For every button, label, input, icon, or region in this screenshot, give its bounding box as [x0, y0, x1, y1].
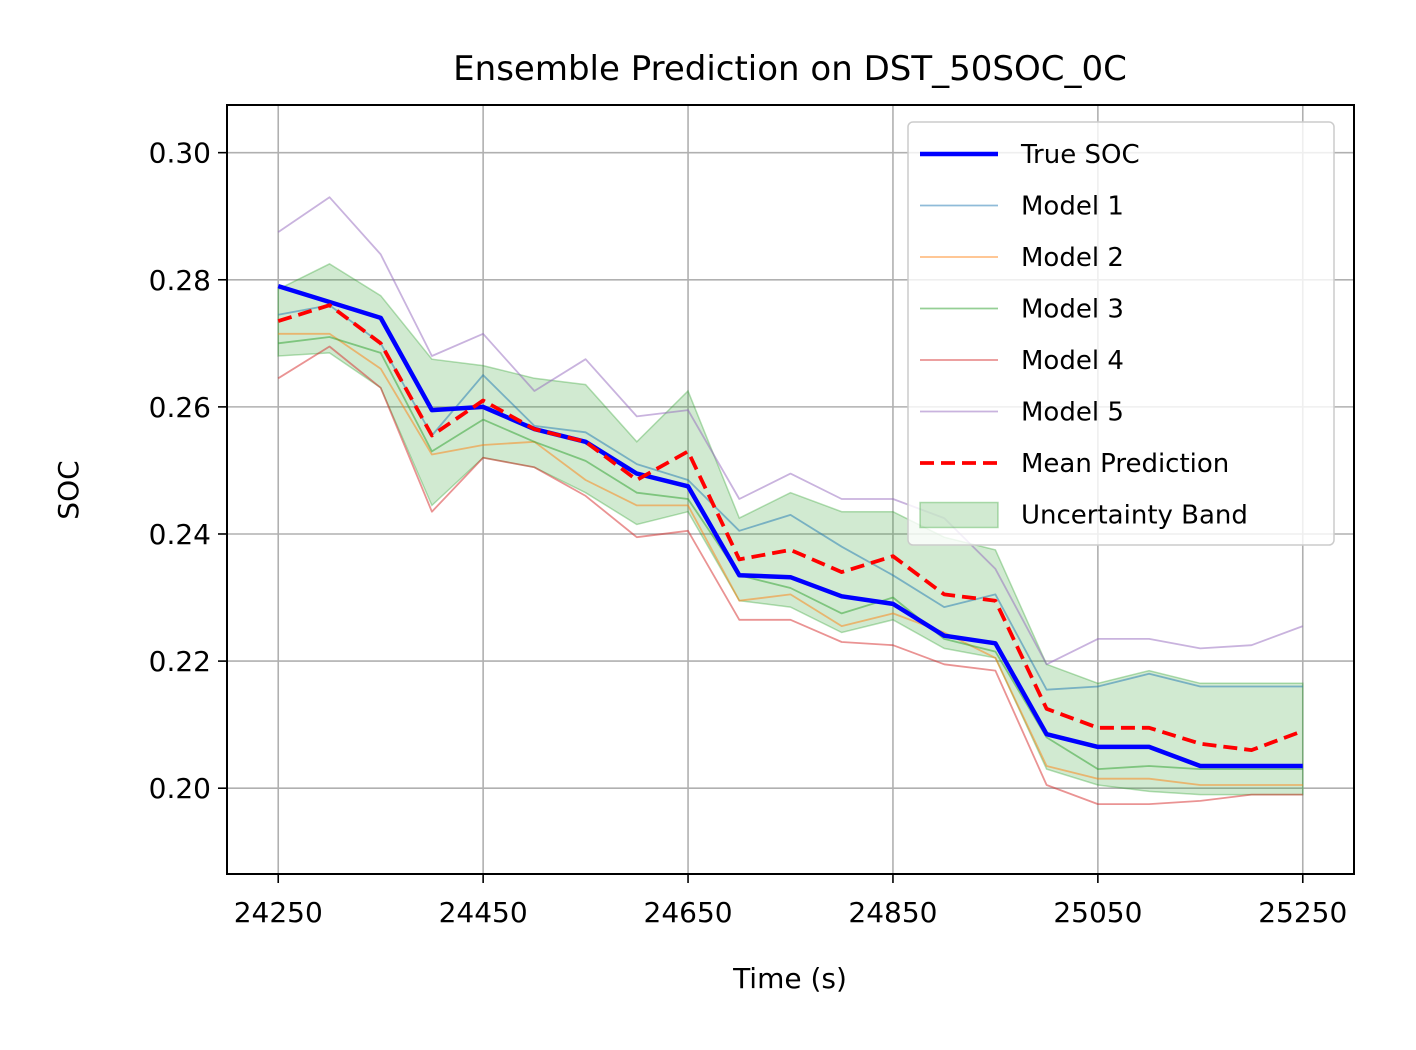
chart-title: Ensemble Prediction on DST_50SOC_0C [453, 49, 1127, 89]
series-line-model-3 [278, 336, 1303, 770]
legend-swatch [919, 501, 999, 529]
x-tick-label: 24450 [439, 896, 528, 929]
x-tick-label: 24650 [644, 896, 733, 929]
legend-label: Model 1 [1021, 192, 1124, 222]
y-tick-label: 0.28 [149, 264, 211, 297]
series-line-model-5 [277, 196, 1304, 666]
series-line-model-4 [277, 345, 1303, 805]
legend-label: Model 3 [1021, 295, 1124, 325]
legend-label: Model 5 [1021, 398, 1124, 428]
series-line-mean-prediction [277, 303, 1304, 752]
y-tick-label: 0.24 [149, 518, 211, 551]
legend: True SOC Model 1 Model 2 Model 3 Model 4 Mode… [907, 121, 1335, 546]
legend-label: Model 4 [1021, 346, 1124, 376]
legend-label: Uncertainty Band [1021, 501, 1248, 531]
x-tick-label: 24250 [234, 896, 323, 929]
plot-area [277, 196, 1304, 805]
series-line-model-2 [278, 332, 1303, 786]
y-tick-label: 0.26 [149, 391, 211, 424]
x-tick-label: 25250 [1258, 896, 1347, 929]
legend-label: Mean Prediction [1021, 449, 1229, 479]
x-tick-label: 25050 [1053, 896, 1142, 929]
y-tick-label: 0.22 [149, 645, 211, 678]
axes-frame [226, 104, 1355, 875]
series-line-model-1 [278, 304, 1303, 691]
legend-label: Model 2 [1021, 243, 1124, 273]
y-tick-label: 0.20 [149, 772, 211, 805]
legend-box [907, 121, 1335, 546]
x-axis-label: Time (s) [732, 962, 847, 995]
y-tick-label: 0.30 [149, 137, 211, 170]
legend-label: True SOC [1020, 140, 1140, 170]
series-line-true-soc [277, 283, 1303, 769]
y-axis-label: SOC [52, 460, 85, 519]
x-tick-label: 24850 [848, 896, 937, 929]
ticks: 24250 24450 24650 24850 25050 25250 0.20 0.22 0.… [149, 137, 1348, 929]
